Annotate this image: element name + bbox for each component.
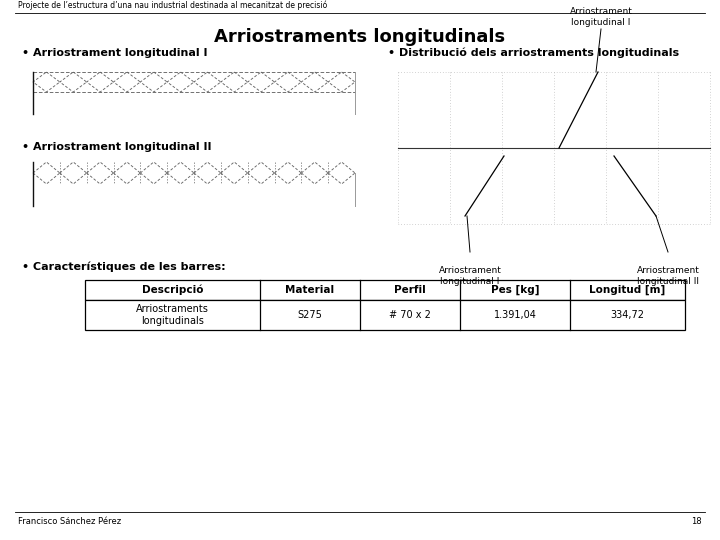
Text: Pes [kg]: Pes [kg] xyxy=(491,285,539,295)
Text: Descripció: Descripció xyxy=(142,285,203,295)
Text: 1.391,04: 1.391,04 xyxy=(494,310,536,320)
Text: S275: S275 xyxy=(297,310,323,320)
Text: • Arriostrament longitudinal II: • Arriostrament longitudinal II xyxy=(22,142,212,152)
Text: Material: Material xyxy=(285,285,335,295)
Text: # 70 x 2: # 70 x 2 xyxy=(389,310,431,320)
Text: Projecte de l’estructura d’una nau industrial destinada al mecanitzat de precisi: Projecte de l’estructura d’una nau indus… xyxy=(18,1,328,10)
Text: Perfil: Perfil xyxy=(394,285,426,295)
Bar xyxy=(85,300,685,330)
Text: • Arriostrament longitudinal I: • Arriostrament longitudinal I xyxy=(22,48,207,58)
Text: Longitud [m]: Longitud [m] xyxy=(590,285,665,295)
Text: Arriostraments
longitudinals: Arriostraments longitudinals xyxy=(136,304,209,326)
Text: 334,72: 334,72 xyxy=(611,310,644,320)
Text: 18: 18 xyxy=(691,517,702,526)
Text: • Característiques de les barres:: • Característiques de les barres: xyxy=(22,262,225,273)
Text: Francisco Sánchez Pérez: Francisco Sánchez Pérez xyxy=(18,517,121,526)
Text: Arriostraments longitudinals: Arriostraments longitudinals xyxy=(215,28,505,46)
Text: • Distribució dels arriostraments longitudinals: • Distribució dels arriostraments longit… xyxy=(388,48,679,58)
Bar xyxy=(85,280,685,300)
Text: Arriostrament
longitudinal I: Arriostrament longitudinal I xyxy=(570,7,632,27)
Text: Arriostrament
longitudinal II: Arriostrament longitudinal II xyxy=(636,266,699,286)
Text: Arriostrament
longitudinal I: Arriostrament longitudinal I xyxy=(438,266,501,286)
